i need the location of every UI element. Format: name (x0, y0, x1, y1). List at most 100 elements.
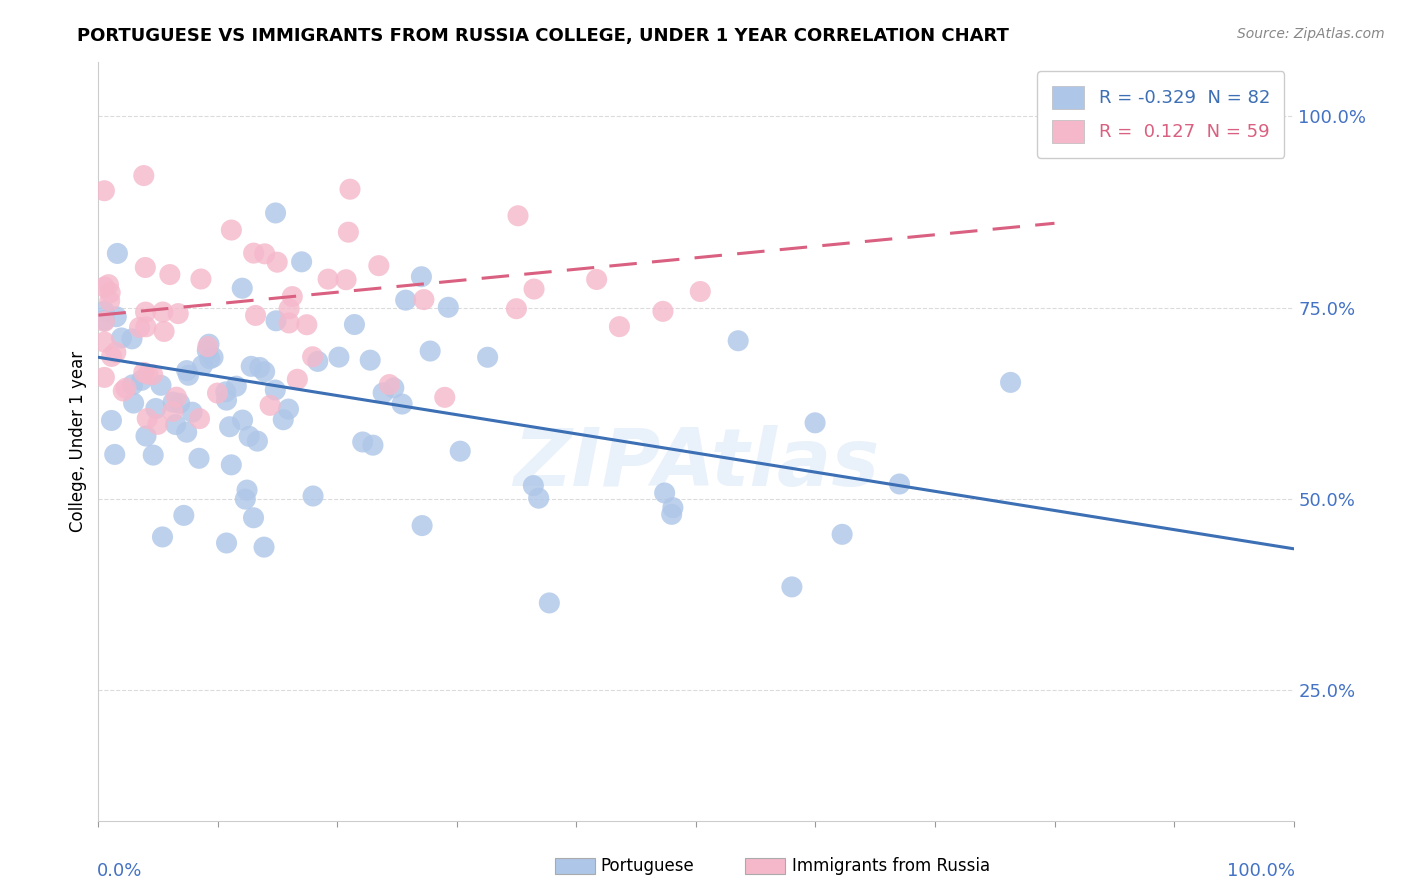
Point (264, 383, 287, 397)
Point (240, 359, 263, 374)
Point (278, 316, 301, 330)
Point (378, 377, 401, 392)
Point (889, 477, 911, 491)
Text: Source: ZipAtlas.com: Source: ZipAtlas.com (1237, 27, 1385, 41)
Point (295, 318, 318, 332)
Point (523, 282, 546, 296)
Point (97, 277, 120, 292)
Point (391, 397, 413, 411)
Point (527, 491, 550, 506)
Text: ZIPAtlas: ZIPAtlas (513, 425, 879, 503)
Point (93, 334, 115, 349)
Point (249, 360, 271, 375)
Point (302, 489, 325, 503)
Point (215, 536, 238, 550)
Point (207, 386, 229, 401)
Point (136, 411, 159, 425)
Point (278, 301, 301, 316)
Point (115, 381, 138, 395)
Point (522, 478, 544, 492)
Point (152, 305, 174, 319)
Point (337, 225, 360, 239)
Point (132, 169, 155, 183)
Point (804, 416, 827, 430)
Point (198, 351, 221, 366)
Point (449, 444, 471, 458)
Point (281, 289, 304, 303)
Legend: R = -0.329  N = 82, R =  0.127  N = 59: R = -0.329 N = 82, R = 0.127 N = 59 (1038, 71, 1285, 158)
Point (411, 518, 433, 533)
Point (135, 319, 157, 334)
Point (1000, 376, 1022, 390)
Point (236, 483, 259, 497)
Point (176, 425, 198, 440)
Point (437, 300, 460, 314)
Point (335, 273, 357, 287)
Point (100, 350, 122, 364)
Point (277, 402, 299, 417)
Point (359, 353, 381, 368)
Point (128, 320, 150, 334)
Point (195, 343, 218, 358)
Point (93, 314, 115, 328)
Point (176, 363, 198, 377)
Point (411, 269, 433, 284)
Point (367, 259, 389, 273)
Point (412, 293, 434, 307)
Point (104, 447, 127, 461)
Point (343, 318, 366, 332)
Point (110, 331, 132, 345)
Point (173, 508, 195, 523)
Point (373, 385, 395, 400)
Point (142, 368, 165, 382)
Point (122, 396, 145, 410)
Point (100, 413, 122, 427)
Point (291, 255, 314, 269)
Text: PORTUGUESE VS IMMIGRANTS FROM RUSSIA COLLEGE, UNDER 1 YEAR CORRELATION CHART: PORTUGUESE VS IMMIGRANTS FROM RUSSIA COL… (77, 27, 1010, 45)
Point (104, 345, 127, 359)
Point (505, 301, 527, 316)
Point (231, 281, 253, 295)
Point (246, 434, 269, 449)
Point (145, 401, 167, 416)
Point (218, 419, 240, 434)
Point (136, 367, 159, 381)
Point (662, 500, 685, 515)
Point (352, 435, 374, 450)
Point (585, 272, 607, 286)
Point (162, 395, 184, 409)
Point (105, 310, 128, 324)
Point (188, 411, 211, 425)
Point (238, 429, 260, 443)
Point (266, 255, 288, 269)
Point (395, 293, 418, 307)
Point (242, 246, 264, 260)
Point (301, 350, 323, 364)
Point (93, 313, 115, 327)
Point (142, 448, 165, 462)
Point (316, 272, 339, 286)
Point (433, 390, 456, 404)
Point (215, 393, 238, 408)
Point (253, 540, 276, 554)
Point (167, 307, 190, 321)
Point (98, 285, 121, 300)
Point (382, 381, 405, 395)
Point (159, 268, 181, 282)
Point (506, 209, 529, 223)
Point (98, 293, 121, 308)
Point (538, 596, 561, 610)
Point (149, 378, 172, 392)
Point (93, 304, 115, 318)
Point (477, 351, 499, 365)
Point (121, 377, 143, 392)
Point (652, 304, 675, 318)
Point (271, 413, 294, 427)
Point (242, 510, 264, 524)
Point (121, 332, 143, 346)
Text: 100.0%: 100.0% (1226, 863, 1295, 880)
Point (419, 344, 441, 359)
Point (197, 340, 219, 354)
Point (93, 280, 115, 294)
Point (165, 417, 187, 432)
